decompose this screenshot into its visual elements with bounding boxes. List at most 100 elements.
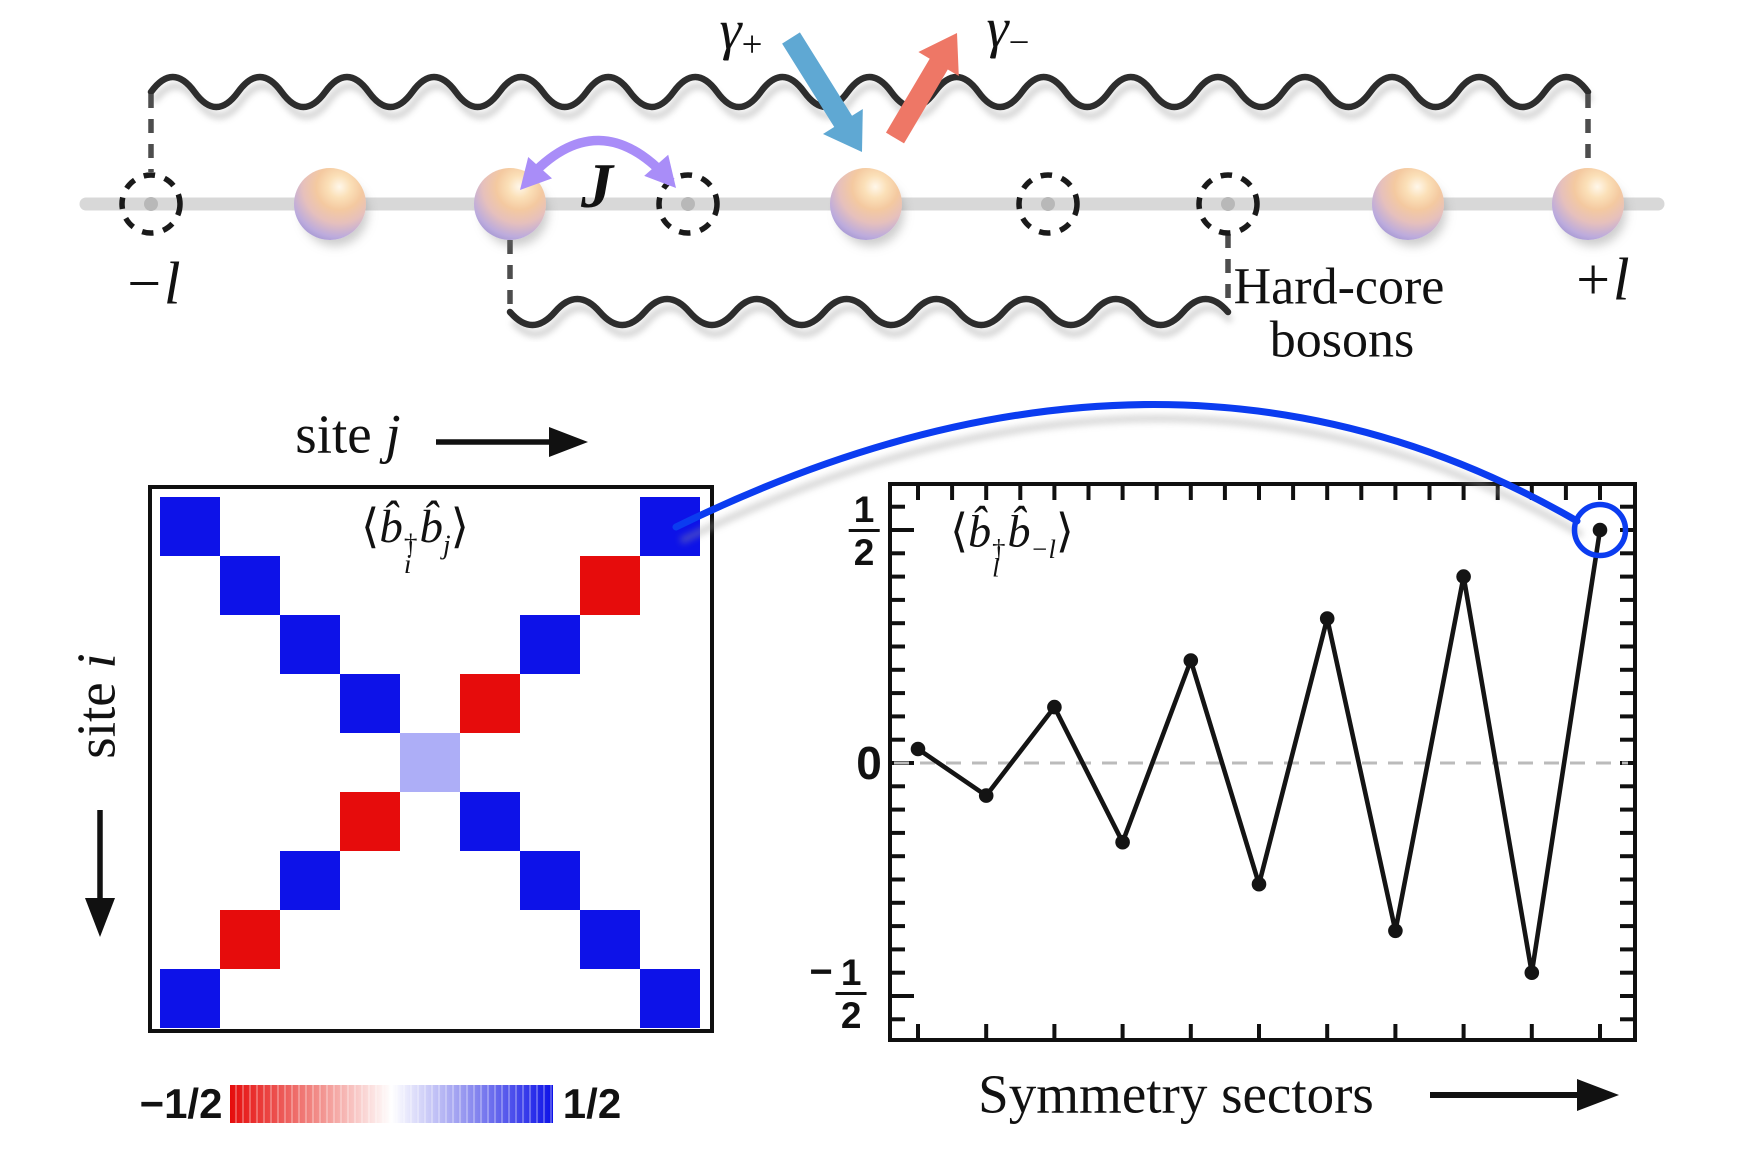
- gamma-minus-arrowhead: [918, 33, 959, 76]
- gamma-minus-sub: −: [1008, 21, 1030, 63]
- dagger-sup: †: [403, 529, 418, 560]
- site-j-arrow: [436, 427, 588, 457]
- gamma-minus-arrow-body: [885, 56, 950, 144]
- data-point: [1319, 611, 1335, 626]
- gamma-minus-label: γ−: [987, 0, 1030, 64]
- index-sub-i: i: [403, 549, 412, 580]
- gamma-plus-arrow-body: [782, 32, 855, 132]
- bottom-spring-shadow: [510, 304, 1234, 338]
- ytick-half-num: 1: [848, 491, 880, 532]
- site-i-arrowhead: [85, 898, 115, 937]
- data-point: [1047, 699, 1062, 715]
- index-sub-negl: −l: [1030, 533, 1056, 564]
- ytick-neg-half: −1 2: [810, 950, 867, 1034]
- hopping-arrow: [520, 135, 676, 190]
- top-spring: [147, 73, 1592, 111]
- matrix-cell-i2-j2: [220, 556, 280, 615]
- xlabel-var: j: [385, 403, 401, 465]
- ytick-neg-sign: −: [809, 950, 833, 994]
- top-spring-shadow: [151, 82, 1594, 120]
- boson-sphere: [1372, 168, 1444, 240]
- lineplot-title: ⟨b̂ † l b̂−l⟩: [950, 503, 1074, 584]
- data-line: [916, 529, 1603, 976]
- annotation-circle: [1571, 501, 1629, 559]
- data-point: [1456, 569, 1471, 584]
- empty-site-dot: [1041, 197, 1055, 211]
- gamma-minus-arrow: [885, 33, 959, 144]
- angle-open: ⟨: [950, 503, 969, 558]
- data-point: [1524, 965, 1540, 980]
- index-sub-j: j: [443, 529, 451, 560]
- hopping-arrowhead-left: [520, 157, 552, 190]
- operator-supsub: † l: [992, 535, 1005, 584]
- colorbar-stripes: [230, 1085, 553, 1123]
- matrix-cell-i1-j9: [640, 497, 700, 556]
- gamma-plus-base: γ: [719, 0, 742, 62]
- site-j-arrowhead: [549, 427, 588, 457]
- matrix-cell-i2-j8: [580, 556, 640, 615]
- lineplot-xlabel: Symmetry sectors: [978, 1063, 1374, 1125]
- index-sub-l: l: [992, 553, 1000, 584]
- right-site-label: +l: [1572, 246, 1630, 313]
- empty-site-markers: [119, 172, 1260, 236]
- hopping-arrowhead-right: [644, 154, 676, 188]
- hopping-arrow-arc: [523, 135, 675, 186]
- gamma-plus-sub: +: [741, 23, 763, 65]
- matrix-cell-i5-j5: [400, 733, 460, 792]
- ytick-neg-den: 2: [840, 995, 862, 1036]
- symmetry-sectors-arrowhead: [1577, 1079, 1619, 1111]
- dashed-connectors: [148, 94, 1591, 306]
- data-point: [1251, 876, 1267, 892]
- boson-sphere: [830, 168, 902, 240]
- empty-site-circle: [1016, 172, 1080, 236]
- operator-b1: b̂: [379, 501, 403, 554]
- matrix-cell-i7-j3: [280, 851, 340, 910]
- matrix-cell-i4-j4: [340, 674, 400, 733]
- ytick-zero: 0: [856, 737, 882, 789]
- xlabel-word: site: [295, 403, 386, 465]
- matrix-cell-i6-j4: [340, 792, 400, 851]
- matrix-cell-i3-j3: [280, 615, 340, 674]
- ytick-neg-num: 1: [835, 954, 867, 995]
- data-point: [1388, 923, 1403, 939]
- annotation-curve: [672, 401, 1581, 531]
- data-point: [910, 741, 926, 757]
- colorbar-max-label: 1/2: [562, 1080, 622, 1127]
- empty-site-circle: [119, 172, 183, 236]
- hardcore-label-line1: Hard-core: [1233, 258, 1445, 316]
- ytick-half-den: 2: [853, 532, 875, 573]
- data-point: [1115, 834, 1130, 850]
- gamma-plus-arrow: [782, 32, 863, 152]
- colorbar-min-label: −1/2: [139, 1080, 223, 1127]
- matrix-cell-i4-j6: [460, 674, 520, 733]
- lineplot-contents: [892, 486, 1633, 1038]
- matrix-cell-i1-j1: [160, 497, 220, 556]
- operator-b2: b̂: [1007, 505, 1031, 557]
- hopping-J-label: J: [581, 150, 613, 221]
- site-i-arrow: [85, 810, 115, 937]
- boson-sphere: [1552, 168, 1624, 240]
- gamma-minus-base: γ: [986, 0, 1009, 60]
- gamma-plus-arrowhead: [823, 109, 863, 152]
- annotation-curve-shadow: [679, 415, 1584, 545]
- data-point: [978, 788, 994, 803]
- heatmap-xlabel: site j: [295, 403, 400, 466]
- correlation-matrix-cells: [152, 489, 710, 1029]
- correlation-matrix-frame: [148, 485, 714, 1033]
- empty-site-dot: [681, 197, 695, 211]
- matrix-cell-i9-j9: [640, 969, 700, 1028]
- operator-b1: b̂: [968, 505, 992, 557]
- angle-open: ⟨: [361, 499, 380, 555]
- empty-site-circle: [656, 172, 720, 236]
- colorbar: [230, 1085, 553, 1123]
- bottom-spring: [506, 295, 1232, 329]
- angle-close: ⟩: [1055, 503, 1074, 558]
- empty-site-dot: [1221, 197, 1235, 211]
- matrix-cell-i9-j1: [160, 969, 220, 1028]
- matrix-cell-i3-j7: [520, 615, 580, 674]
- matrix-cell-i8-j8: [580, 910, 640, 969]
- boson-sphere: [294, 168, 366, 240]
